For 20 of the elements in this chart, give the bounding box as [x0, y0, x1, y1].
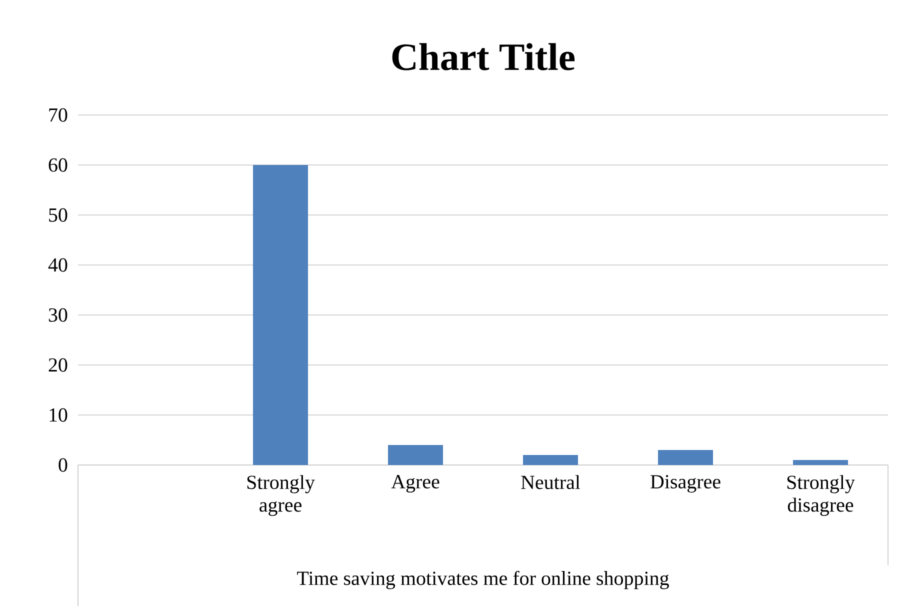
x-tick-label: Strongly agree: [247, 475, 315, 516]
y-tick-label: 10: [50, 408, 68, 422]
y-tick-label: 70: [49, 108, 68, 122]
chart-title: Chart Title: [392, 43, 575, 70]
bar: [793, 460, 848, 466]
bar: [523, 455, 578, 466]
y-tick-label: 0: [58, 458, 68, 472]
x-tick-label: Disagree: [650, 475, 720, 493]
y-tick-label: 60: [48, 158, 68, 172]
y-tick-label: 40: [48, 258, 68, 272]
x-tick-label: Strongly disagree: [787, 475, 855, 516]
bar: [658, 450, 714, 466]
x-tick-label: Neutral: [521, 475, 580, 490]
x-tick-label: Agree: [391, 475, 440, 493]
bar: [253, 165, 308, 466]
y-tick-label: 50: [49, 208, 68, 222]
x-axis-title: Time saving motivates me for online shopping: [297, 570, 669, 590]
bar: [388, 445, 444, 466]
y-tick-label: 30: [48, 308, 68, 322]
y-tick-label: 20: [48, 358, 68, 372]
